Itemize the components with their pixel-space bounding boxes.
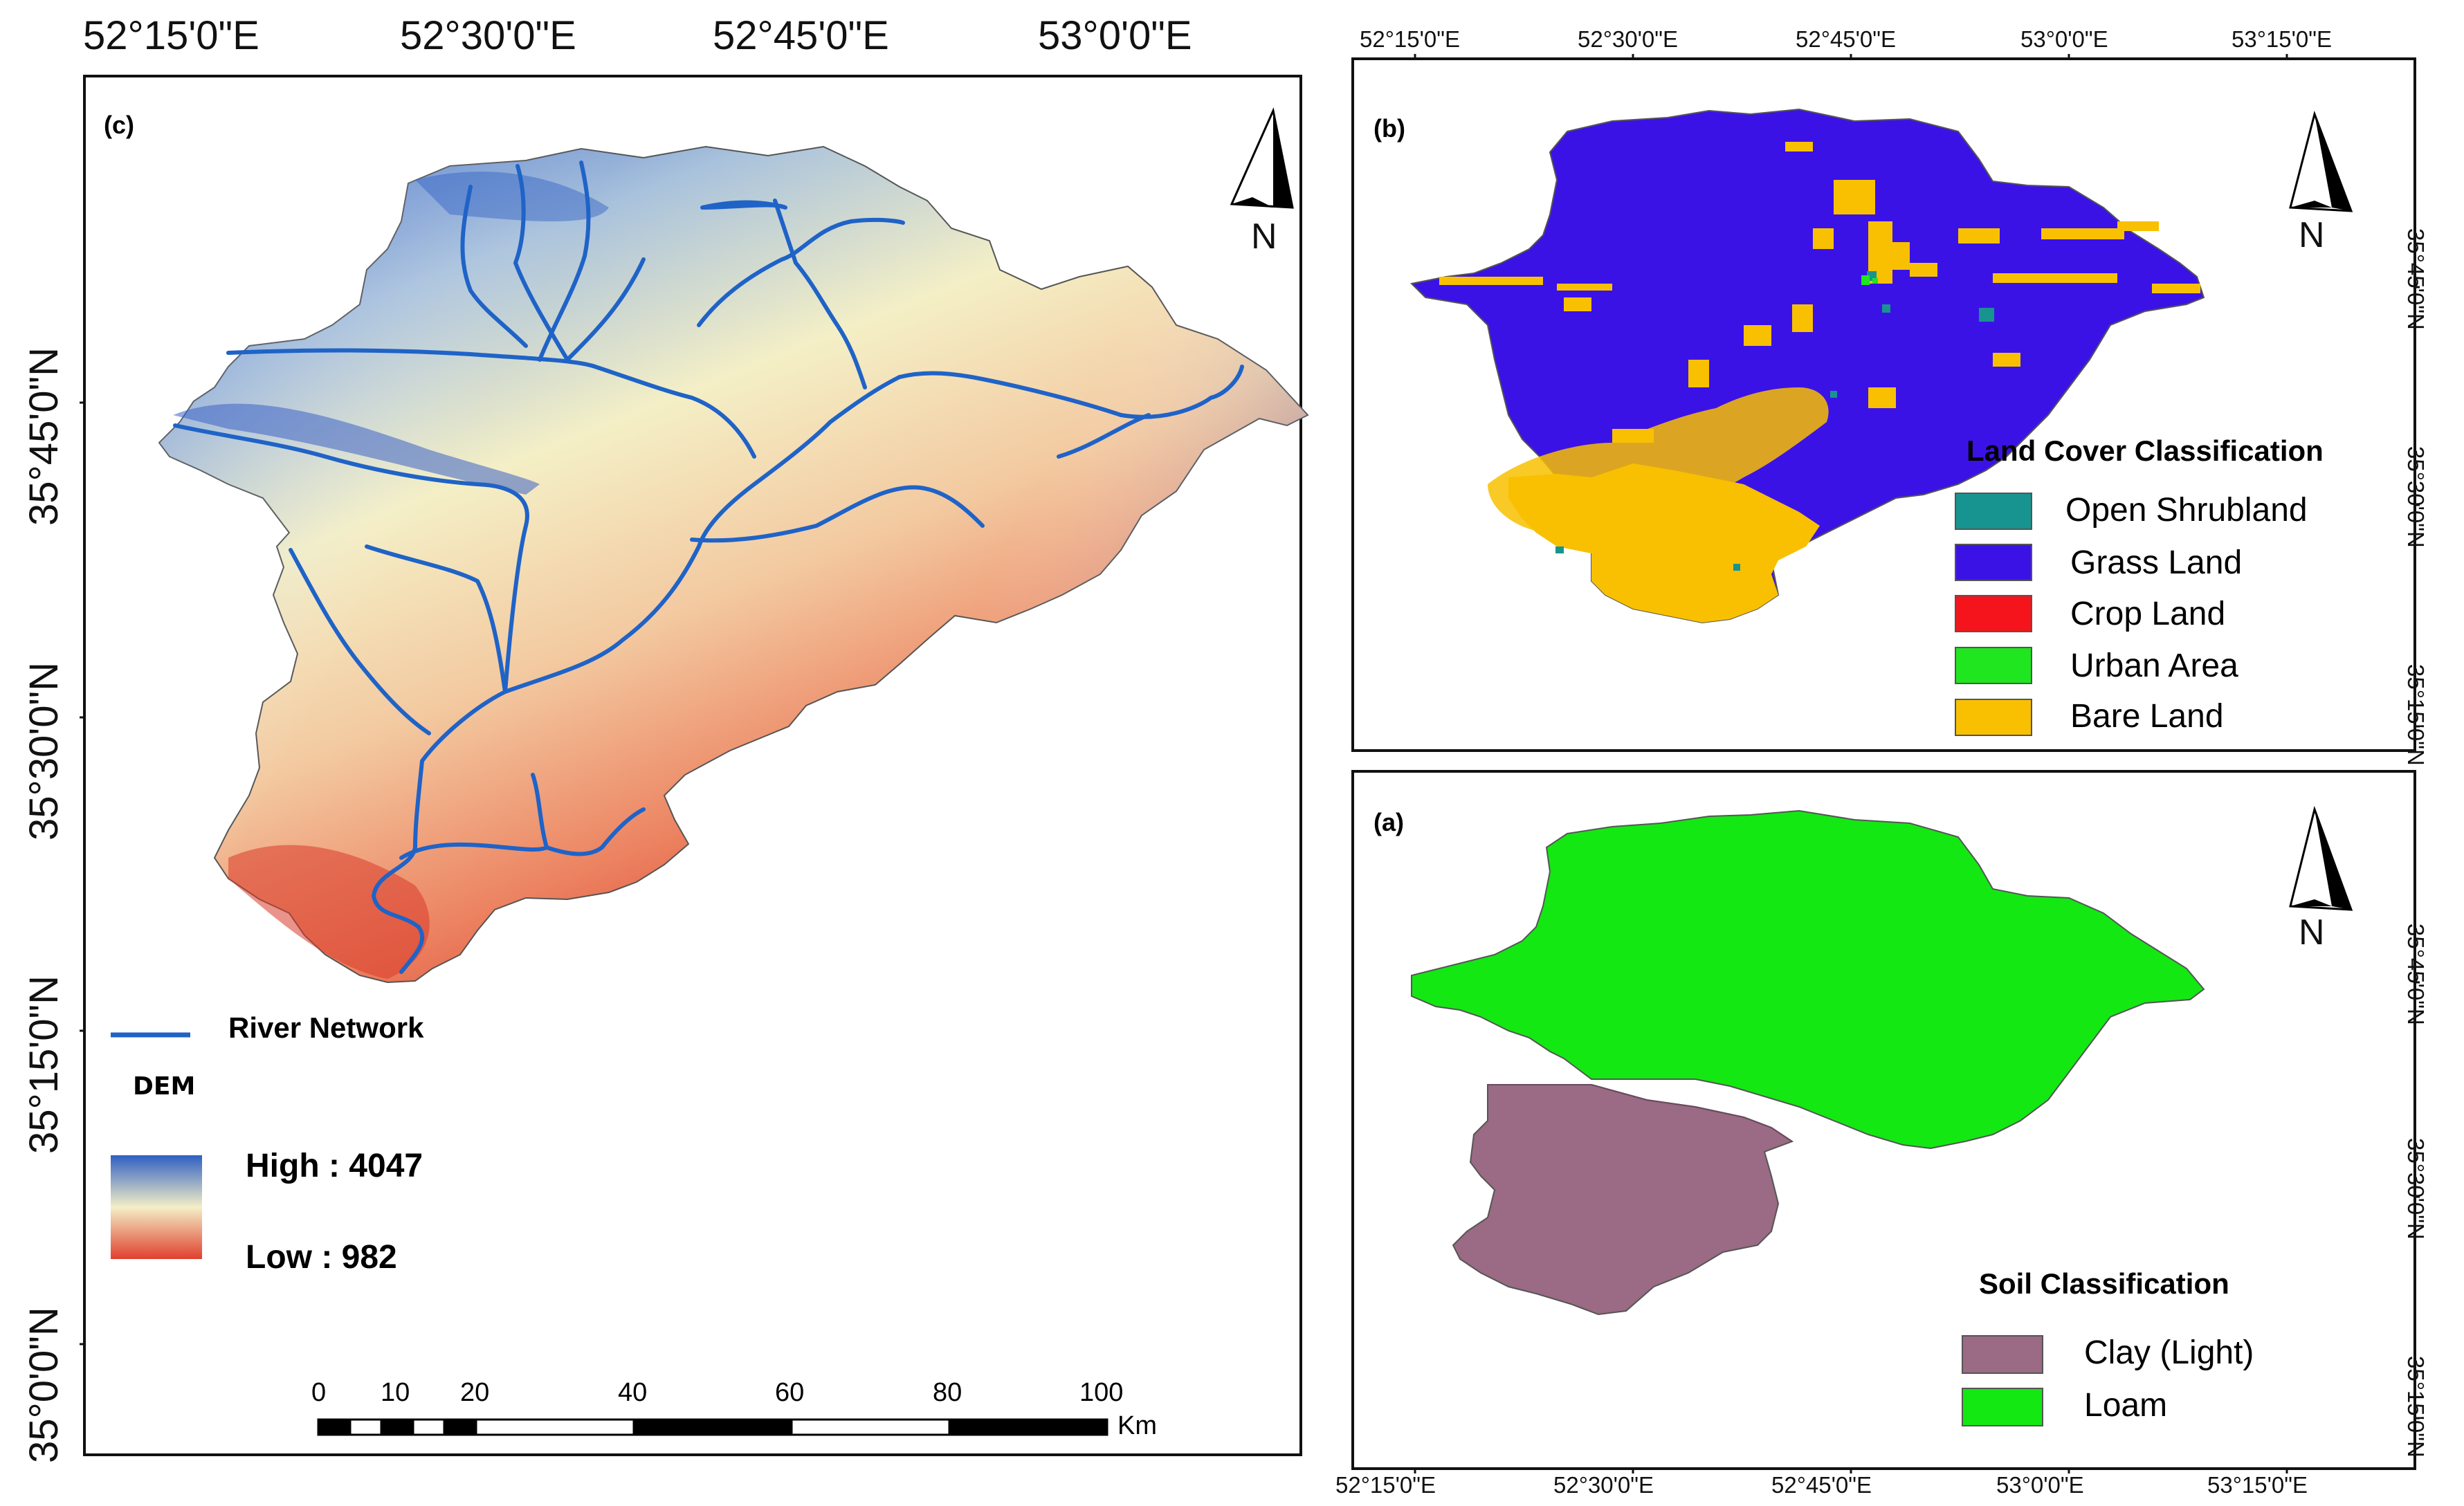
dem-legend-title: DEM xyxy=(133,1072,196,1101)
legend-swatch-grass-land xyxy=(1955,544,2032,581)
legend-label-loam: Loam xyxy=(2084,1387,2168,1424)
panel-a-lon-label: 53°0'0"E xyxy=(1996,1472,2084,1498)
panel-a-north-label: N xyxy=(2299,912,2325,953)
dem-legend-ramp xyxy=(111,1155,202,1259)
landcover-urban-patches xyxy=(1861,275,1878,285)
panel-c-ticks xyxy=(80,401,84,1346)
dem-low-south xyxy=(228,845,430,979)
scale-label: 0 xyxy=(311,1378,327,1407)
panel-c-lat-label: 35°30'0"N xyxy=(21,661,66,841)
river-network xyxy=(173,160,1244,974)
panel-b-lon-label: 53°0'0"E xyxy=(2020,26,2108,52)
legend-label-urban-area: Urban Area xyxy=(2070,648,2238,684)
scale-label: 10 xyxy=(381,1378,410,1407)
legend-swatch-loam xyxy=(1962,1388,2043,1426)
panel-a-lon-label: 52°15'0"E xyxy=(1335,1472,1436,1498)
panel-c-lon-label: 52°45'0"E xyxy=(713,13,889,58)
soil-legend-title: Soil Classification xyxy=(1979,1267,2229,1300)
legend-label-clay-light: Clay (Light) xyxy=(2084,1334,2254,1371)
panel-c-north-label: N xyxy=(1251,217,1277,257)
north-arrow-b xyxy=(2289,111,2353,212)
dem-ridge-north xyxy=(415,172,609,221)
panel-a-lon-label: 52°30'0"E xyxy=(1553,1472,1654,1498)
panel-b-lon-label: 52°15'0"E xyxy=(1360,26,1460,52)
scale-label: 40 xyxy=(618,1378,648,1407)
legend-label-grass-land: Grass Land xyxy=(2070,544,2243,581)
panel-c-lat-label: 35°0'0"N xyxy=(21,1307,66,1463)
scale-label: 80 xyxy=(933,1378,962,1407)
soil-boundary xyxy=(1488,1084,1793,1142)
scale-unit: Km xyxy=(1117,1411,1157,1440)
soil-loam-region xyxy=(1411,809,2205,1150)
dem-ridge xyxy=(173,403,540,495)
scale-label: 20 xyxy=(460,1378,490,1407)
panel-b-lat-label: 35°30'0"N xyxy=(2403,446,2429,548)
river-legend-label: River Network xyxy=(228,1011,424,1044)
panel-a-ticks xyxy=(1414,981,2420,1473)
panel-c-lat-label: 35°15'0"N xyxy=(21,975,66,1154)
landcover-bare-mid xyxy=(1488,387,1829,536)
legend-label-crop-land: Crop Land xyxy=(2070,596,2226,632)
scale-bar xyxy=(317,1418,1108,1436)
landcover-legend-title: Land Cover Classification xyxy=(1966,434,2324,467)
legend-swatch-urban-area xyxy=(1955,647,2032,684)
scale-label: 60 xyxy=(775,1378,805,1407)
panel-b-lon-label: 52°45'0"E xyxy=(1796,26,1896,52)
panel-b-north-label: N xyxy=(2299,215,2325,255)
dem-low-label: Low : 982 xyxy=(246,1239,397,1276)
north-arrow-a xyxy=(2289,805,2353,911)
panel-b-ticks xyxy=(1414,54,2420,728)
panel-c-lon-label: 52°30'0"E xyxy=(400,13,576,58)
panel-b-lon-label: 53°15'0"E xyxy=(2232,26,2332,52)
panel-c-lon-label: 52°15'0"E xyxy=(83,13,259,58)
panel-a-lon-label: 52°45'0"E xyxy=(1771,1472,1872,1498)
legend-swatch-open-shrubland xyxy=(1955,493,2032,530)
dem-basin-shade xyxy=(159,147,1308,982)
legend-label-bare-land: Bare Land xyxy=(2070,698,2224,735)
legend-swatch-bare-land xyxy=(1955,699,2032,736)
panel-a-lat-label: 35°45'0"N xyxy=(2403,924,2429,1025)
panel-a-lat-label: 35°15'0"N xyxy=(2403,1356,2429,1458)
dem-high-label: High : 4047 xyxy=(246,1148,423,1184)
panel-c-lon-label: 53°0'0"E xyxy=(1038,13,1192,58)
north-arrow-c xyxy=(1230,107,1294,209)
legend-swatch-crop-land xyxy=(1955,595,2032,632)
panel-c-letter: (c) xyxy=(104,111,134,139)
panel-b-lat-label: 35°45'0"N xyxy=(2403,228,2429,330)
panel-a-lat-label: 35°30'0"N xyxy=(2403,1138,2429,1240)
panel-b-letter: (b) xyxy=(1374,114,1405,143)
legend-label-open-shrubland: Open Shrubland xyxy=(2065,492,2308,529)
panel-a-lon-label: 53°15'0"E xyxy=(2207,1472,2308,1498)
panel-b-lon-label: 52°30'0"E xyxy=(1578,26,1678,52)
panel-b-lat-label: 35°15'0"N xyxy=(2403,664,2429,766)
panel-a-letter: (a) xyxy=(1374,808,1404,836)
scale-label: 100 xyxy=(1079,1378,1124,1407)
panel-c-lat-label: 35°45'0"N xyxy=(21,347,66,526)
legend-swatch-clay-light xyxy=(1962,1335,2043,1374)
